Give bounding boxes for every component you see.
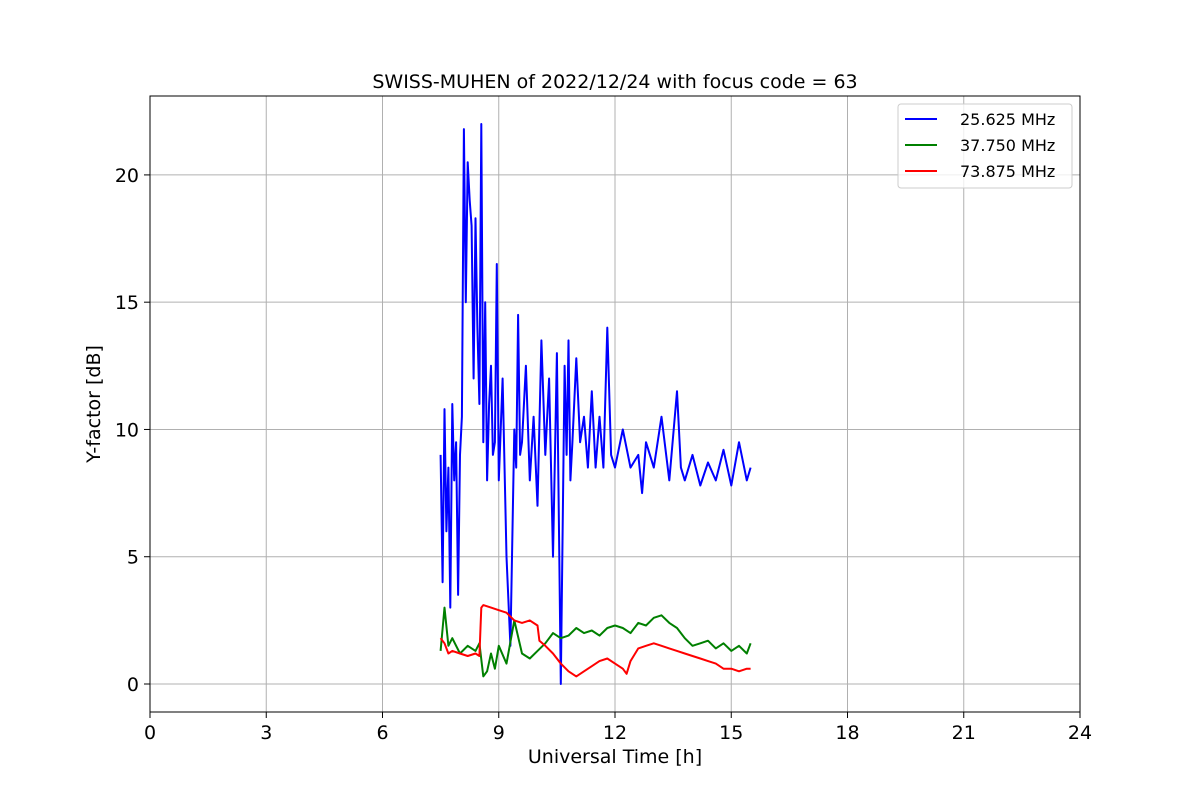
y-tick-label: 5 (127, 547, 139, 569)
x-tick-label: 12 (603, 722, 627, 744)
legend-label-37750: 37.750 MHz (960, 136, 1055, 155)
x-tick-label: 18 (835, 722, 859, 744)
x-tick-label: 21 (952, 722, 976, 744)
legend-label-25625: 25.625 MHz (960, 110, 1055, 129)
x-tick-label: 15 (719, 722, 743, 744)
ticks: 0 3 6 9 12 15 18 21 24 0 5 10 15 20 (115, 165, 1092, 744)
series-line-25-625-mhz (439, 123, 752, 685)
legend-label-73875: 73.875 MHz (960, 162, 1055, 181)
plot-area (439, 123, 752, 685)
y-tick-label: 15 (115, 292, 139, 314)
series-line-37-750-mhz (439, 606, 752, 678)
x-tick-label: 6 (376, 722, 388, 744)
y-tick-label: 0 (127, 674, 139, 696)
y-tick-label: 10 (115, 419, 139, 441)
series-line-73-875-mhz (439, 604, 751, 678)
legend: 25.625 MHz 37.750 MHz 73.875 MHz (897, 103, 1073, 189)
x-tick-label: 24 (1068, 722, 1092, 744)
chart-title: SWISS-MUHEN of 2022/12/24 with focus cod… (372, 71, 857, 93)
x-tick-label: 9 (493, 722, 505, 744)
legend-box (897, 103, 1073, 189)
x-tick-label: 0 (144, 722, 156, 744)
x-axis-label: Universal Time [h] (528, 746, 702, 768)
x-tick-label: 3 (260, 722, 272, 744)
y-axis-label: Y-factor [dB] (83, 345, 105, 464)
y-tick-label: 20 (115, 165, 139, 187)
